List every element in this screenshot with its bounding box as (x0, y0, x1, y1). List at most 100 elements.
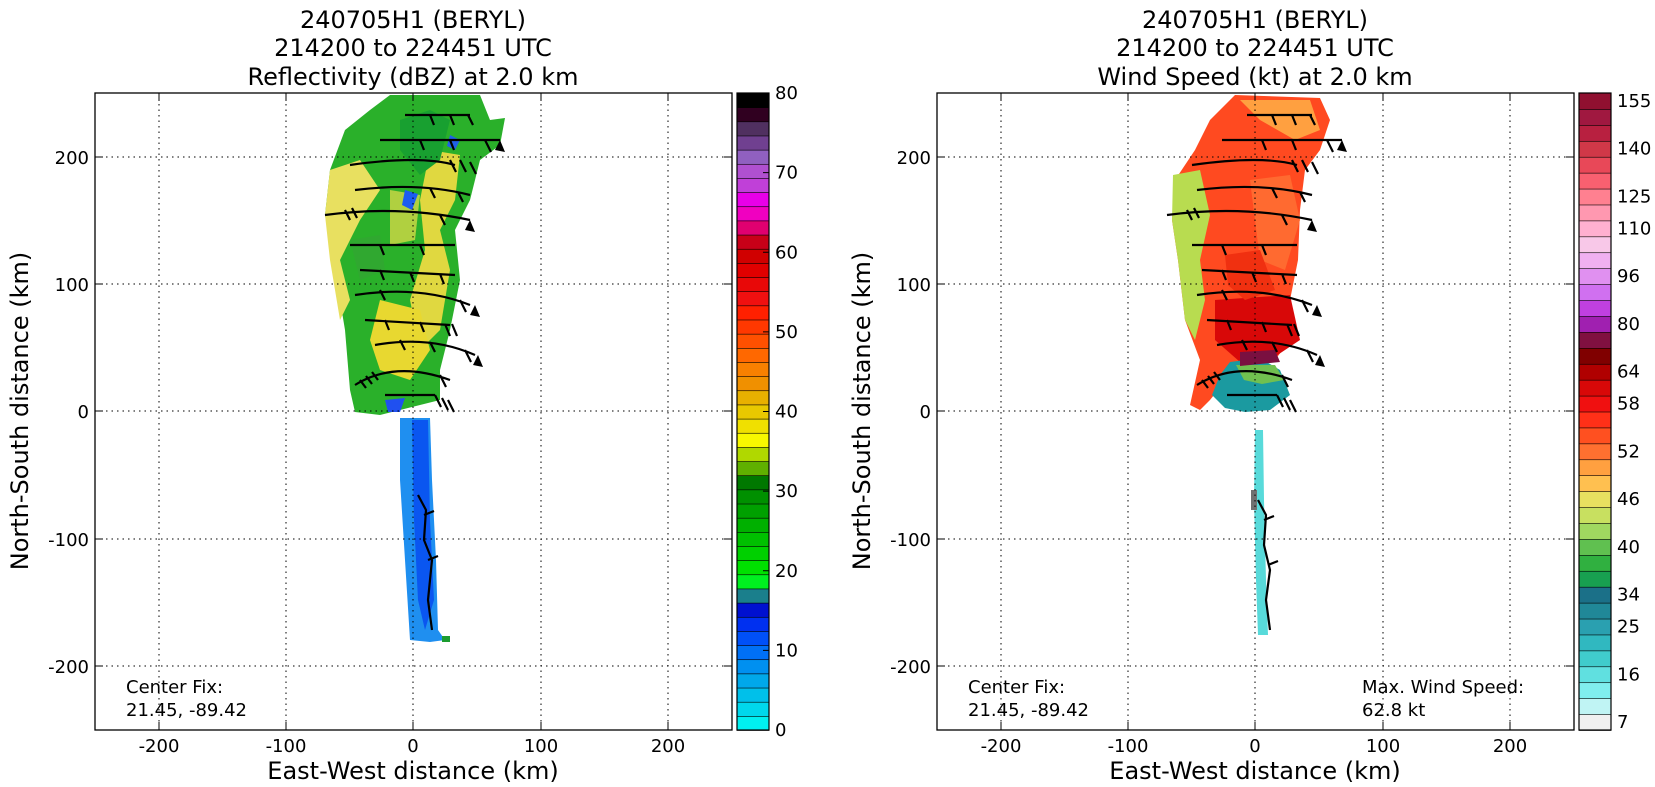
colorbar-bin (1578, 363, 1612, 381)
left-ytick-labels: -200 -100 0 100 200 (48, 148, 89, 678)
colorbar-bin (736, 658, 770, 675)
left-xtick-label: -100 (266, 736, 307, 757)
colorbar-tick-label: 140 (1617, 139, 1651, 160)
colorbar-bin (736, 290, 770, 307)
right-xtick-label: 200 (1493, 736, 1527, 757)
colorbar-bin (736, 602, 770, 618)
colorbar-bin (1578, 251, 1612, 269)
left-ticks (95, 93, 732, 730)
colorbar-bin (736, 234, 770, 250)
colorbar-bin (1578, 650, 1612, 668)
colorbar-bin (736, 375, 770, 392)
colorbar-bin (1578, 379, 1612, 397)
colorbar-bin (736, 149, 770, 165)
colorbar-bin (1578, 554, 1612, 572)
right-xtick-label: 100 (1366, 736, 1400, 757)
left-xtick-label: 100 (524, 736, 558, 757)
right-ytick-label: 0 (920, 402, 931, 423)
colorbar-tick-label: 110 (1617, 218, 1651, 239)
colorbar-bin (736, 305, 770, 321)
right-xtick-label: -100 (1108, 736, 1149, 757)
max-wind-speed-value: 62.8 kt (1362, 700, 1425, 721)
colorbar-bin (1578, 474, 1612, 492)
left-ytick-label: -100 (48, 530, 89, 551)
right-barb-flags (1307, 140, 1347, 367)
colorbar-bin (1578, 411, 1612, 429)
colorbar-bin (1578, 124, 1612, 142)
right-ytick-label: 200 (897, 148, 931, 169)
colorbar-tick-label: 70 (775, 163, 798, 184)
colorbar-bin (736, 460, 770, 476)
colorbar-bin (1578, 188, 1612, 206)
colorbar-bin (736, 573, 770, 590)
colorbar-bin (736, 517, 770, 533)
colorbar-bin (1578, 92, 1612, 110)
colorbar-bin (736, 333, 770, 349)
colorbar-bin (1578, 156, 1612, 174)
right-wind-field (1172, 95, 1330, 635)
colorbar-bin (1578, 108, 1612, 126)
colorbar-tick-label: 60 (775, 242, 798, 263)
colorbar-tick-label: 25 (1617, 616, 1640, 637)
left-reflectivity-field (325, 95, 505, 642)
colorbar-tick-label: 155 (1617, 91, 1651, 112)
colorbar-tick-label: 52 (1617, 441, 1640, 462)
colorbar-bin (1578, 204, 1612, 222)
max-wind-speed-label: Max. Wind Speed: (1362, 677, 1524, 698)
left-center-fix-value: 21.45, -89.42 (126, 700, 247, 721)
left-xtick-labels: -200 -100 0 100 200 (139, 736, 686, 757)
colorbar-bin (736, 616, 770, 632)
left-ytick-label: 200 (55, 148, 89, 169)
colorbar-bin (736, 177, 770, 193)
left-xtick-label: 200 (651, 736, 685, 757)
right-xtick-label: -200 (981, 736, 1022, 757)
colorbar-bin (736, 673, 770, 689)
colorbar-tick-label: 30 (775, 481, 798, 502)
colorbar-tick-label: 46 (1617, 489, 1640, 510)
colorbar-bin (1578, 220, 1612, 238)
left-xtick-label: 0 (407, 736, 418, 757)
colorbar-bin (736, 106, 770, 123)
colorbar-bin (1578, 506, 1612, 524)
colorbar-tick-label: 80 (1617, 314, 1640, 335)
colorbar-bin (1578, 331, 1612, 349)
right-ticks (937, 93, 1574, 730)
colorbar-bin (736, 446, 770, 462)
colorbar-bin (736, 630, 770, 646)
colorbar-bin (736, 361, 770, 377)
colorbar-bin (736, 588, 770, 604)
colorbar-bin (1578, 490, 1612, 508)
colorbar-tick-label: 10 (775, 640, 798, 661)
colorbar-bin (1578, 634, 1612, 652)
colorbar-bin (736, 248, 770, 264)
left-colorbar-ticks: 0 10 20 30 40 50 60 70 80 (763, 83, 798, 741)
colorbar-bin (736, 191, 770, 208)
colorbar-bin (736, 432, 770, 448)
colorbar-bin (736, 121, 770, 137)
colorbar-bin (1578, 283, 1612, 301)
left-title-line3: Reflectivity (dBZ) at 2.0 km (248, 63, 579, 91)
colorbar-bin (736, 503, 770, 519)
colorbar-bin (736, 262, 770, 278)
colorbar-bin (736, 220, 770, 236)
right-xtick-label: 0 (1249, 736, 1260, 757)
right-title-line1: 240705H1 (BERYL) (1142, 6, 1368, 34)
colorbar-bin (1578, 172, 1612, 190)
left-ytick-label: 0 (78, 402, 89, 423)
colorbar-bin (1578, 236, 1612, 254)
right-colorbar-frame (1578, 92, 1612, 731)
right-ytick-labels: -200 -100 0 100 200 (890, 148, 931, 678)
colorbar-bin (1578, 458, 1612, 476)
right-title-line3: Wind Speed (kt) at 2.0 km (1097, 63, 1412, 91)
colorbar-bin (1578, 347, 1612, 365)
colorbar-bin (1578, 618, 1612, 636)
colorbar-bin (1578, 538, 1612, 556)
left-wind-barbs (324, 113, 500, 631)
colorbar-bin (1578, 522, 1612, 540)
colorbar-bin (1578, 267, 1612, 285)
left-ytick-label: 100 (55, 275, 89, 296)
colorbar-bin (736, 135, 770, 151)
colorbar-tick-label: 40 (775, 402, 798, 423)
colorbar-tick-label: 58 (1617, 394, 1640, 415)
